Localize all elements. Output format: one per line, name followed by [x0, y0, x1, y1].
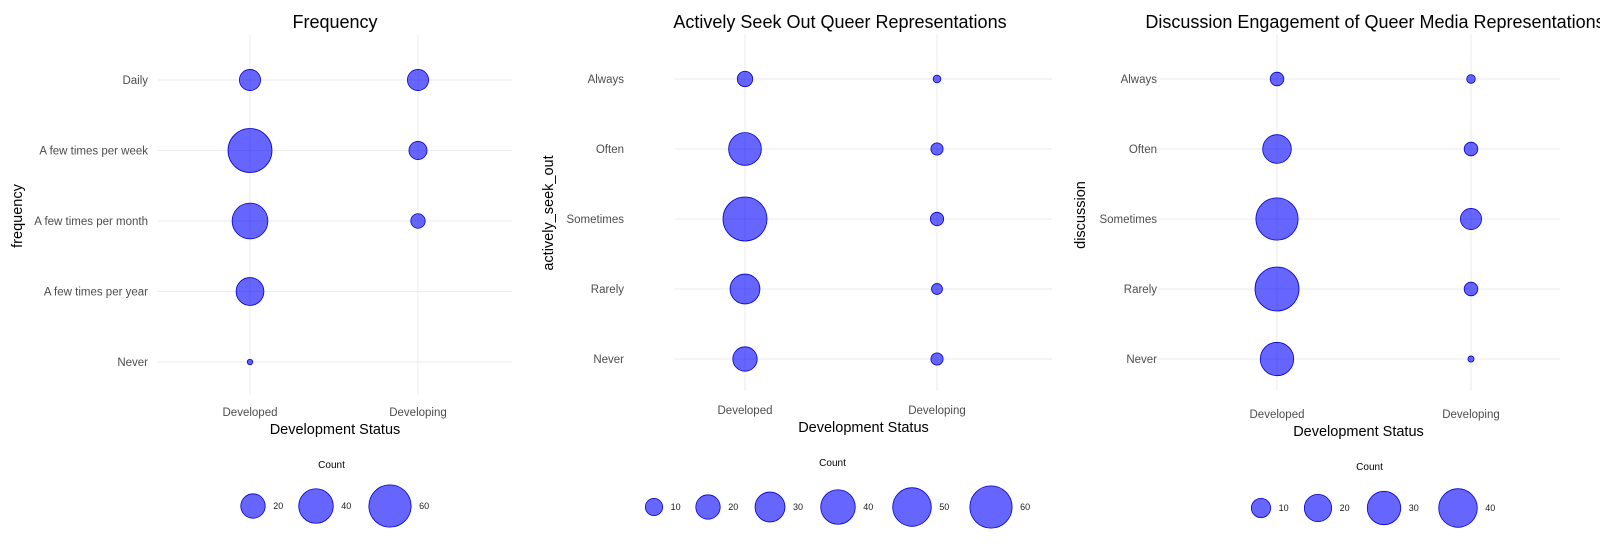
legend-key-bubble	[969, 485, 1013, 529]
data-bubble	[1467, 355, 1475, 363]
data-bubble	[1254, 266, 1300, 312]
data-bubble	[1262, 134, 1292, 164]
data-bubble	[1259, 341, 1295, 377]
legend-key-bubble	[820, 489, 856, 525]
data-bubble	[736, 70, 754, 88]
data-bubble	[1463, 281, 1479, 297]
x-tick-label: Developing	[908, 405, 966, 417]
data-bubble	[1466, 74, 1476, 84]
data-bubble	[1269, 71, 1285, 87]
legend-title: Count	[1356, 462, 1383, 473]
data-bubble	[227, 128, 273, 173]
y-tick-label: Always	[588, 74, 625, 86]
y-tick-label: Often	[1129, 144, 1157, 156]
legend-key-bubble	[1438, 488, 1478, 528]
data-bubble	[1463, 141, 1479, 157]
y-tick-label: Rarely	[1124, 284, 1157, 296]
data-bubble	[410, 213, 426, 229]
data-bubble	[728, 132, 762, 166]
legend-label: 20	[273, 501, 283, 511]
data-bubble	[932, 74, 942, 84]
legend-label: 10	[671, 502, 681, 512]
data-bubble	[408, 141, 428, 160]
legend-label: 10	[1279, 503, 1289, 513]
legend-label: 30	[1409, 503, 1419, 513]
y-tick-label: Daily	[122, 75, 148, 87]
legend-key-bubble	[892, 487, 932, 527]
data-bubble	[931, 283, 943, 295]
x-tick-label: Developing	[389, 407, 447, 419]
legend-label: 40	[341, 501, 351, 511]
legend-label: 20	[728, 502, 738, 512]
y-tick-label: A few times per week	[39, 146, 148, 158]
x-axis-title: Development Status	[798, 420, 929, 436]
x-tick-label: Developing	[1442, 409, 1500, 421]
data-bubble	[732, 346, 758, 372]
data-bubble	[239, 69, 261, 91]
x-tick-label: Developed	[1250, 409, 1305, 421]
chart-title: Frequency	[292, 12, 377, 32]
y-tick-label: Never	[593, 354, 624, 366]
x-tick-label: Developed	[223, 407, 278, 419]
legend-key-bubble	[1250, 497, 1272, 519]
legend-label: 30	[793, 502, 803, 512]
y-axis-title: frequency	[10, 183, 26, 247]
legend-title: Count	[318, 460, 345, 471]
y-tick-label: Never	[117, 357, 148, 369]
y-tick-label: Often	[596, 144, 624, 156]
x-axis-title: Development Status	[270, 422, 401, 438]
legend-key-bubble	[695, 494, 721, 520]
chart-title: Discussion Engagement of Queer Media Rep…	[1145, 12, 1600, 32]
legend-key-bubble	[298, 488, 334, 524]
legend-key-bubble	[240, 493, 266, 519]
data-bubble	[722, 196, 768, 242]
data-bubble	[1255, 197, 1299, 241]
data-bubble	[246, 358, 254, 366]
data-bubble	[235, 277, 265, 306]
legend-label: 40	[1485, 503, 1495, 513]
legend-title: Count	[819, 458, 846, 469]
legend-label: 60	[1020, 502, 1030, 512]
y-axis-title: actively_seek_out	[541, 155, 557, 270]
data-bubble	[929, 211, 945, 227]
chart-title: Actively Seek Out Queer Representations	[673, 12, 1006, 32]
data-bubble	[1460, 208, 1482, 230]
y-tick-label: Sometimes	[566, 214, 624, 226]
y-axis-title: discussion	[1073, 181, 1089, 249]
y-tick-label: A few times per year	[44, 287, 148, 299]
data-bubble	[729, 273, 761, 305]
y-tick-label: A few times per month	[34, 216, 148, 228]
legend-label: 40	[863, 502, 873, 512]
legend-key-bubble	[1303, 493, 1333, 523]
legend-key-bubble	[368, 484, 412, 528]
data-bubble	[407, 69, 429, 91]
y-tick-label: Always	[1121, 74, 1158, 86]
data-bubble	[231, 202, 269, 240]
x-axis-title: Development Status	[1293, 424, 1424, 440]
x-tick-label: Developed	[718, 405, 773, 417]
data-bubble	[930, 142, 944, 156]
y-tick-label: Never	[1126, 354, 1157, 366]
y-tick-label: Sometimes	[1099, 214, 1157, 226]
y-tick-label: Rarely	[591, 284, 624, 296]
legend-label: 60	[419, 501, 429, 511]
legend-key-bubble	[754, 491, 786, 523]
legend-key-bubble	[1366, 490, 1402, 526]
data-bubble	[930, 352, 944, 366]
legend-key-bubble	[644, 497, 664, 517]
legend-label: 50	[939, 502, 949, 512]
legend-label: 20	[1340, 503, 1350, 513]
